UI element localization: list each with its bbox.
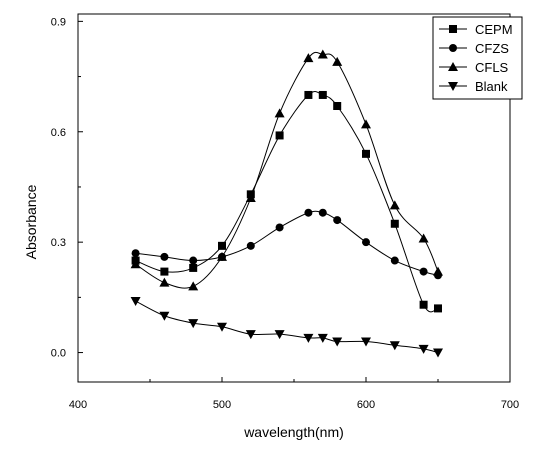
data-point xyxy=(275,223,284,232)
x-tick-label: 400 xyxy=(69,399,87,411)
y-axis: 0.0 0.3 0.6 0.9 xyxy=(51,16,83,360)
y-tick-label: 0.3 xyxy=(51,237,66,249)
series-cepm xyxy=(131,90,442,313)
data-point xyxy=(304,208,313,217)
data-point xyxy=(189,263,198,272)
data-point xyxy=(361,119,371,129)
data-point xyxy=(245,193,256,202)
legend-box xyxy=(432,16,523,100)
x-tick-label: 600 xyxy=(357,399,375,411)
legend-label: Blank xyxy=(475,79,508,94)
data-point xyxy=(389,200,400,210)
data-point xyxy=(160,267,169,276)
data-point xyxy=(332,337,343,347)
data-point xyxy=(317,333,328,343)
data-point xyxy=(433,348,443,358)
data-point xyxy=(303,53,314,63)
data-point xyxy=(188,281,199,291)
data-point xyxy=(318,208,327,217)
data-point xyxy=(159,311,170,321)
data-point xyxy=(130,297,141,307)
legend-marker xyxy=(449,44,457,52)
data-point xyxy=(131,249,140,258)
data-point xyxy=(390,256,399,265)
series-cfls xyxy=(130,49,443,291)
data-point xyxy=(304,90,313,99)
data-point xyxy=(303,333,314,343)
series-layer xyxy=(130,49,443,358)
data-point xyxy=(418,233,429,243)
data-point xyxy=(419,300,428,309)
y-axis-title: Absorbance xyxy=(23,184,39,259)
data-point xyxy=(274,330,285,340)
data-point xyxy=(433,266,443,276)
legend-marker xyxy=(449,25,457,33)
data-point xyxy=(130,259,141,269)
series-cfzs xyxy=(131,208,442,280)
x-tick-label: 700 xyxy=(501,399,519,411)
legend-marker xyxy=(448,62,458,71)
data-point xyxy=(160,252,169,261)
data-point xyxy=(246,241,255,250)
x-tick-label: 500 xyxy=(213,399,231,411)
data-point xyxy=(389,341,400,351)
x-axis: 400 500 600 700 xyxy=(69,377,519,411)
legend-marker xyxy=(448,82,458,91)
y-tick-label: 0.9 xyxy=(51,16,66,28)
data-point xyxy=(362,149,370,158)
data-point xyxy=(217,322,227,332)
data-point xyxy=(218,241,226,250)
data-point xyxy=(332,56,343,66)
data-point xyxy=(333,216,342,225)
data-point xyxy=(362,238,370,247)
legend-label: CEPM xyxy=(475,22,513,37)
data-point xyxy=(159,277,170,287)
data-point xyxy=(361,337,371,347)
data-point xyxy=(188,319,199,329)
data-point xyxy=(318,90,327,99)
data-point xyxy=(274,108,285,118)
data-point xyxy=(245,330,256,340)
data-point xyxy=(390,219,399,228)
legend-label: CFLS xyxy=(475,60,509,75)
y-tick-label: 0.6 xyxy=(51,127,66,139)
data-point xyxy=(333,102,342,110)
legend: CEPM CFZS CFLS Blank xyxy=(432,16,523,100)
data-point xyxy=(217,251,227,261)
data-point xyxy=(418,344,429,354)
data-point xyxy=(434,304,442,313)
y-tick-label: 0.0 xyxy=(51,348,66,360)
data-point xyxy=(189,256,198,265)
series-line xyxy=(135,51,439,289)
legend-label: CFZS xyxy=(475,41,509,56)
data-point xyxy=(317,49,328,59)
data-point xyxy=(275,131,284,140)
data-point xyxy=(419,267,428,276)
x-axis-title: wavelength(nm) xyxy=(243,424,344,440)
series-blank xyxy=(130,297,443,358)
